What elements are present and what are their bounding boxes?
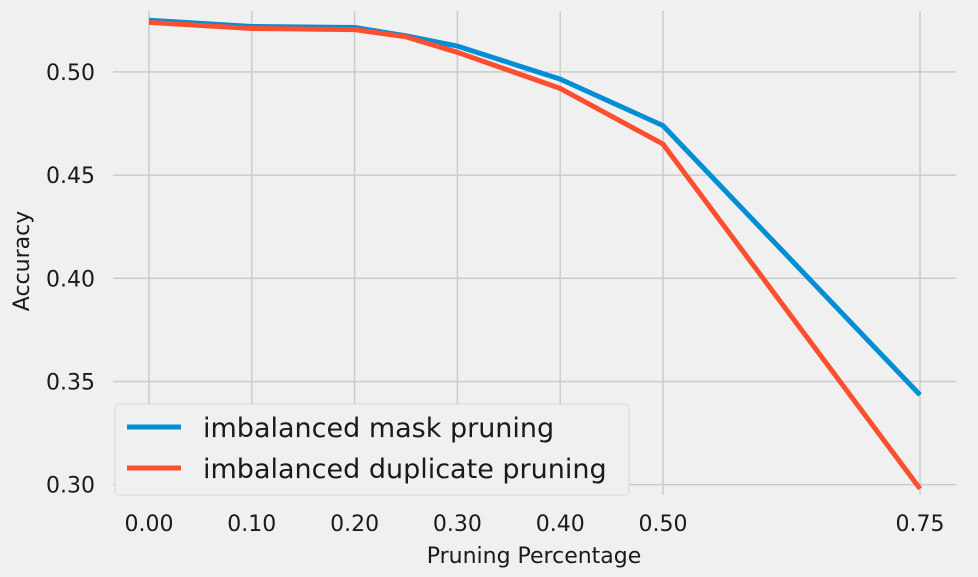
y-tick-label: 0.45 — [46, 164, 95, 189]
y-tick-label: 0.40 — [46, 267, 95, 292]
x-tick-label: 0.00 — [124, 512, 173, 537]
x-tick-label: 0.30 — [433, 512, 482, 537]
legend-label-mask: imbalanced mask pruning — [203, 413, 554, 444]
x-axis-ticks: 0.00 0.10 0.20 0.30 0.40 0.50 0.75 — [124, 512, 944, 537]
legend: imbalanced mask pruning imbalanced dupli… — [114, 403, 630, 496]
x-axis-label: Pruning Percentage — [427, 544, 642, 569]
x-tick-label: 0.20 — [330, 512, 379, 537]
x-tick-label: 0.40 — [536, 512, 585, 537]
y-tick-label: 0.35 — [46, 370, 95, 395]
y-axis-label: Accuracy — [10, 211, 35, 311]
x-tick-label: 0.10 — [227, 512, 276, 537]
series-lines — [148, 17, 923, 491]
series-line-duplicate-pruning — [148, 19, 923, 491]
legend-frame — [114, 403, 630, 496]
x-tick-label: 0.50 — [639, 512, 688, 537]
legend-label-duplicate: imbalanced duplicate pruning — [203, 454, 607, 485]
y-axis-ticks: 0.30 0.35 0.40 0.45 0.50 — [46, 61, 95, 499]
x-tick-label: 0.75 — [896, 512, 945, 537]
y-tick-label: 0.50 — [46, 61, 95, 86]
y-tick-label: 0.30 — [46, 474, 95, 499]
